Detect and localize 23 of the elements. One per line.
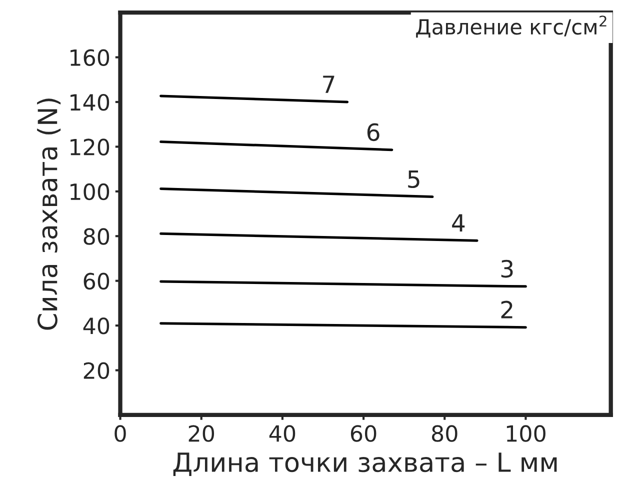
y-axis-title: Сила захвата (N) — [37, 98, 61, 330]
series-label: 3 — [501, 260, 513, 278]
x-tick-label: 100 — [506, 425, 546, 442]
y-tick-label: 20 — [84, 362, 110, 380]
series-label: 6 — [367, 123, 380, 142]
series-label: 4 — [452, 214, 465, 232]
x-axis-title: Длина точки захвата – L мм — [173, 452, 557, 476]
y-tick-label: 80 — [84, 228, 110, 245]
x-tick-label: 20 — [188, 425, 214, 442]
y-tick-label: 160 — [70, 49, 110, 66]
y-tick-label: 140 — [70, 94, 110, 111]
y-tick-label: 120 — [70, 138, 110, 156]
y-tick-label: 100 — [70, 183, 110, 200]
x-tick-label: 80 — [432, 425, 458, 442]
x-tick-label: 60 — [350, 425, 376, 442]
x-tick-label: 0 — [114, 425, 126, 442]
y-tick-label: 40 — [83, 318, 110, 334]
y-tick-label: 60 — [84, 272, 110, 290]
x-tick-label: 40 — [269, 425, 296, 442]
series-label: 7 — [323, 76, 334, 93]
series-label: 2 — [501, 300, 512, 318]
annotation: Давление кгс/см$^{2}$ — [416, 16, 606, 38]
series-label: 5 — [408, 170, 420, 188]
